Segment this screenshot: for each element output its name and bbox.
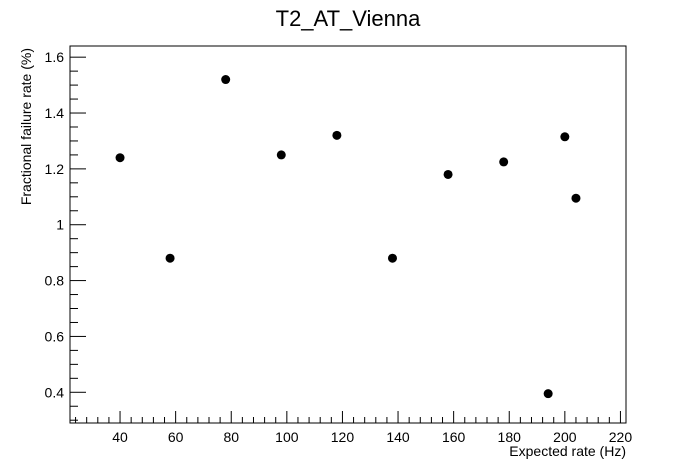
y-tick-label: 1	[56, 217, 64, 233]
x-tick-label: 80	[223, 429, 239, 445]
x-tick-label: 180	[498, 429, 522, 445]
data-point	[571, 193, 581, 203]
x-tick-label: 60	[168, 429, 184, 445]
chart-title: T2_AT_Vienna	[276, 6, 421, 31]
y-tick-label: 1.6	[45, 49, 65, 65]
x-axis-tick-labels: 40 60 80 100 120 140 160 180 200 220	[112, 429, 632, 445]
y-tick-label: 0.8	[45, 273, 65, 289]
x-tick-label: 120	[331, 429, 355, 445]
x-tick-label: 100	[275, 429, 299, 445]
y-tick-label: 1.2	[45, 161, 65, 177]
x-tick-label: 140	[386, 429, 410, 445]
data-point	[560, 132, 570, 142]
data-points	[115, 75, 581, 399]
y-tick-label: 0.6	[45, 328, 65, 344]
plot-frame	[69, 45, 627, 424]
data-point	[165, 253, 175, 263]
data-point	[276, 150, 286, 160]
y-tick-label: 1.4	[45, 105, 65, 121]
x-axis-ticks	[75, 411, 621, 423]
x-tick-label: 220	[609, 429, 633, 445]
x-tick-label: 200	[553, 429, 577, 445]
data-point	[543, 389, 553, 399]
x-axis-label: Expected rate (Hz)	[509, 443, 626, 459]
data-point	[115, 153, 125, 163]
y-axis-tick-labels: 0.4 0.6 0.8 1 1.2 1.4 1.6	[45, 49, 65, 400]
data-point	[221, 75, 231, 85]
data-point	[332, 130, 342, 140]
x-tick-label: 160	[442, 429, 466, 445]
y-tick-label: 0.4	[45, 384, 65, 400]
x-tick-label: 40	[112, 429, 128, 445]
data-point	[443, 169, 453, 179]
y-axis-label: Fractional failure rate (%)	[18, 48, 34, 205]
y-axis-ticks	[70, 56, 86, 421]
data-point	[387, 253, 397, 263]
data-point	[499, 157, 509, 167]
